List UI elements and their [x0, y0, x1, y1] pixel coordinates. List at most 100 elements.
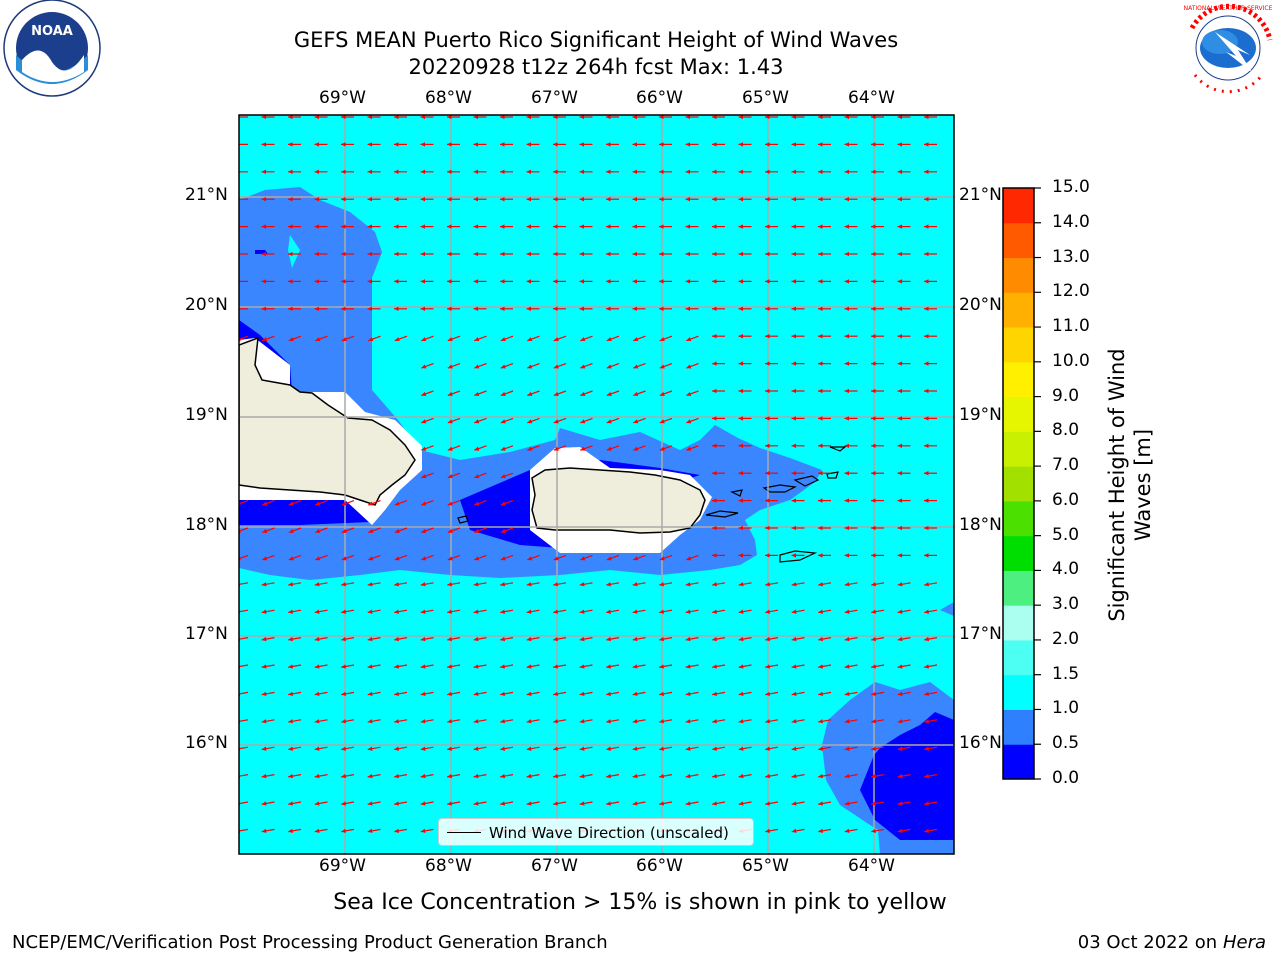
wind-arrow	[553, 746, 567, 751]
colorbar-tick-label: 14.0	[1052, 211, 1090, 232]
wind-arrow	[924, 828, 938, 834]
wind-arrow	[712, 498, 725, 503]
wind-arrow	[341, 609, 355, 614]
colorbar-tick-label: 7.0	[1052, 455, 1080, 476]
lat-label-left: 21°N	[185, 185, 228, 205]
lon-label-top: 66°W	[636, 88, 683, 108]
wind-arrow	[341, 773, 355, 779]
wind-arrow	[341, 500, 355, 506]
wind-arrow	[420, 306, 434, 311]
noaa-logo-text: NOAA	[31, 24, 73, 39]
wind-arrow	[897, 801, 911, 806]
wind-arrow	[341, 115, 354, 120]
wind-arrow	[447, 500, 461, 506]
wind-arrow	[473, 169, 487, 174]
wind-arrow	[526, 142, 540, 147]
gridlines	[239, 115, 954, 854]
wind-arrow	[897, 664, 911, 669]
wind-arrow	[288, 609, 302, 614]
wind-arrow	[421, 527, 434, 534]
wind-arrow	[500, 801, 514, 806]
wind-arrow	[420, 582, 434, 587]
wind-arrow	[712, 525, 725, 531]
lon-label-top: 67°W	[531, 88, 578, 108]
wind-arrow	[738, 197, 752, 202]
wind-arrow	[553, 801, 567, 806]
wind-arrow	[712, 553, 725, 558]
lat-label-right: 16°N	[959, 733, 1002, 753]
wind-arrow	[897, 224, 911, 229]
wind-arrow	[341, 746, 355, 751]
wind-arrow	[791, 773, 805, 779]
wind-arrow	[580, 445, 593, 451]
wind-arrow	[527, 417, 540, 424]
wind-arrow	[500, 390, 514, 397]
wind-arrow	[314, 773, 328, 779]
wind-arrow	[527, 445, 540, 451]
wind-arrow	[659, 306, 672, 311]
wind-arrow	[447, 582, 461, 587]
wind-arrow	[288, 197, 301, 202]
wind-arrow	[394, 251, 407, 257]
wind-arrow	[738, 719, 752, 724]
wind-arrow	[791, 553, 805, 558]
wind-arrow	[765, 334, 778, 339]
wind-arrow	[394, 801, 408, 806]
wind-arrow	[632, 691, 646, 697]
wind-arrow	[394, 115, 407, 120]
wind-arrow	[553, 251, 566, 257]
wind-arrow	[712, 197, 725, 202]
wind-arrow	[367, 279, 381, 284]
wind-arrow	[500, 472, 514, 479]
wind-arrow	[288, 719, 302, 724]
wind-arrow	[633, 445, 646, 451]
wind-arrow	[791, 636, 805, 642]
wind-arrow	[288, 773, 302, 779]
wind-arrow	[447, 773, 461, 779]
wind-arrow	[474, 335, 487, 342]
wind-arrow	[738, 443, 752, 448]
wind-arrow	[288, 746, 302, 751]
wind-arrow	[897, 525, 911, 531]
wind-arrow	[447, 664, 461, 669]
wind-arrow	[606, 582, 620, 587]
wind-arrow	[473, 115, 487, 120]
wind-arrow	[606, 664, 620, 669]
wind-arrow	[341, 527, 355, 534]
wind-arrow	[712, 388, 725, 394]
wind-arrow	[606, 197, 619, 202]
wind-arrow	[818, 251, 831, 257]
wind-arrow	[288, 828, 302, 834]
wind-arrow	[897, 197, 911, 202]
wind-arrow	[924, 443, 937, 448]
wind-arrow	[447, 527, 461, 534]
wind-arrow	[500, 306, 513, 311]
wind-arrow	[553, 142, 566, 147]
wind-arrow	[686, 335, 699, 342]
wind-arrow	[315, 527, 328, 534]
wind-arrow	[261, 306, 275, 311]
wind-arrow	[712, 801, 726, 806]
wind-arrow	[712, 471, 725, 476]
wind-arrow	[500, 773, 514, 779]
wind-arrow	[579, 746, 593, 751]
wind-arrows	[239, 115, 938, 834]
wind-arrow	[765, 828, 779, 834]
wind-arrow	[288, 279, 301, 284]
wind-arrow	[765, 115, 778, 120]
wind-arrow	[261, 142, 275, 147]
wind-arrow	[288, 527, 302, 534]
wind-arrow	[526, 691, 540, 697]
lat-label-left: 17°N	[185, 624, 228, 644]
wind-arrow	[924, 773, 938, 779]
wind-arrow	[844, 691, 858, 697]
wind-arrow	[447, 363, 461, 369]
wind-arrow	[500, 279, 513, 284]
wind-arrow	[420, 251, 434, 257]
colorbar-ticks	[1034, 187, 1041, 780]
wind-arrow	[341, 691, 355, 697]
wind-arrow	[579, 169, 593, 174]
wind-arrow	[420, 801, 434, 806]
wind-arrow	[553, 363, 567, 369]
wind-arrow	[897, 553, 911, 558]
